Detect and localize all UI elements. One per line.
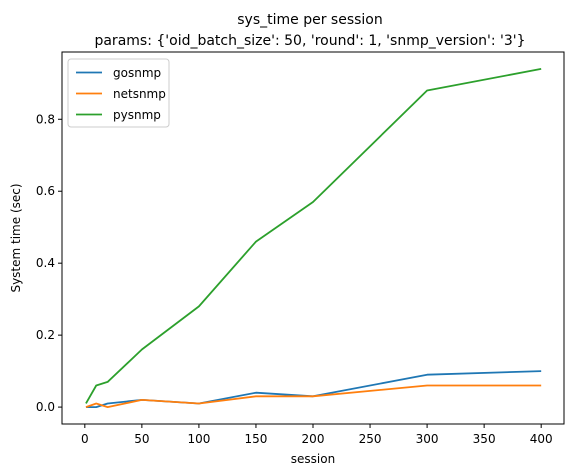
x-tick-label: 250 [359, 432, 382, 446]
chart-subtitle: params: {'oid_batch_size': 50, 'round': … [94, 33, 525, 49]
y-axis-label: System time (sec) [9, 183, 23, 292]
legend-box [67, 58, 170, 128]
series-line-netsnmp [85, 384, 542, 408]
x-tick-label: 50 [134, 432, 149, 446]
x-axis-label: session [291, 452, 335, 466]
x-tick-label: 200 [302, 432, 325, 446]
chart-title: sys_time per session [237, 12, 382, 28]
series-line-pysnmp [85, 68, 542, 404]
x-tick-label: 0 [81, 432, 89, 446]
x-tick-label: 150 [245, 432, 268, 446]
legend-label-netsnmp: netsnmp [113, 87, 166, 101]
x-tick-label: 400 [530, 432, 553, 446]
y-tick-label: 0.4 [36, 256, 55, 270]
y-tick-label: 0.6 [36, 184, 55, 198]
legend-label-pysnmp: pysnmp [113, 108, 161, 122]
x-tick-label: 300 [416, 432, 439, 446]
y-tick-label: 0.0 [36, 400, 55, 414]
x-tick-label: 350 [473, 432, 496, 446]
series-line-gosnmp [85, 370, 542, 408]
legend: gosnmp netsnmp pysnmp [67, 58, 170, 128]
plot-frame [61, 51, 565, 425]
y-tick-label: 0.2 [36, 328, 55, 342]
legend-label-gosnmp: gosnmp [113, 66, 161, 80]
y-tick-label: 0.8 [36, 112, 55, 126]
x-tick-label: 100 [187, 432, 210, 446]
